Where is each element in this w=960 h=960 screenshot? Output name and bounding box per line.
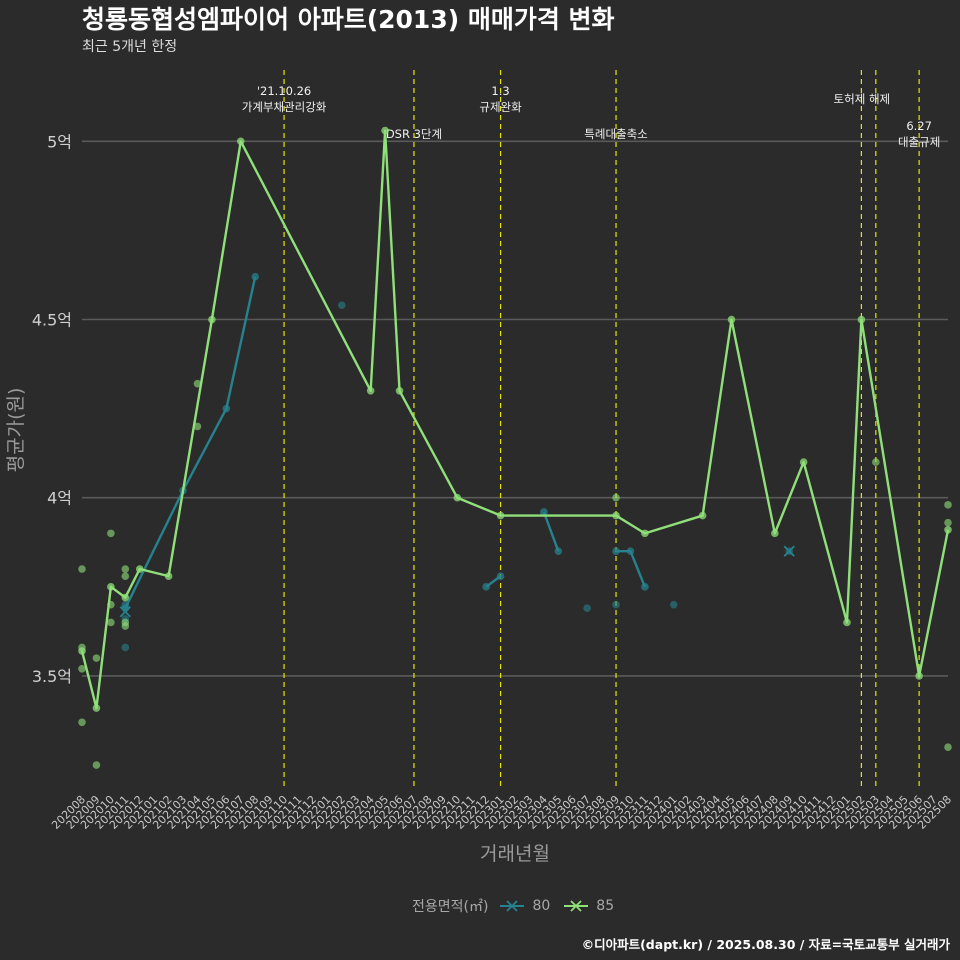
series-85-point (121, 622, 130, 630)
event-label: DSR 3단계 (386, 127, 442, 141)
series-80-marker (783, 545, 795, 557)
series-85-line (80, 129, 950, 710)
legend-label-80: 80 (532, 898, 551, 914)
chart-subtitle: 최근 5개년 한정 (82, 39, 178, 55)
series-85-point (121, 572, 130, 580)
event-label: 토허제 해제 (834, 92, 891, 106)
series-85-point (727, 315, 736, 324)
legend-item-85: 85 (562, 898, 614, 914)
series-85-point (193, 379, 202, 388)
series-85-point (92, 704, 101, 712)
series-85-point (496, 511, 505, 520)
series-85-point (78, 665, 86, 673)
series-85-point (944, 518, 952, 527)
series-85-point (381, 126, 389, 135)
legend-title: 전용면적(㎡) (412, 899, 489, 915)
legend-label-85: 85 (596, 898, 615, 914)
series-80-line (542, 511, 560, 552)
event-label: 1.3 규제완화 (479, 84, 522, 114)
y-tick-label: 3.5억 (32, 667, 72, 686)
series-85-point (771, 529, 779, 538)
event-label: '21.10.26 가계부채관리강화 (242, 84, 327, 114)
series-85-point (915, 672, 923, 680)
series-80-point (496, 572, 505, 580)
series-85-point (236, 137, 245, 146)
series-85-point (698, 511, 707, 520)
series-85-point (944, 526, 952, 534)
y-tick-label: 5억 (47, 132, 72, 151)
series-85-point (453, 493, 462, 502)
y-tick-label: 4.5억 (32, 311, 72, 330)
source-caption: ©디아파트(dapt.kr) / 2025.08.30 / 자료=국토교통부 실… (581, 937, 950, 952)
series-85-point (78, 643, 86, 652)
series-85-point (872, 458, 880, 466)
series-85-point (612, 493, 620, 502)
series-85-point (121, 565, 130, 573)
series-85-point (193, 422, 202, 431)
series-80-point (540, 508, 548, 516)
series-80-point (612, 600, 620, 609)
series-80-point (338, 301, 346, 310)
series-85-point (395, 386, 404, 395)
series-85-point (366, 386, 375, 395)
y-tick-label: 4억 (47, 489, 72, 508)
series-85-point (135, 565, 144, 573)
series-85-point (641, 529, 649, 538)
legend: 전용면적(㎡) 80 85 (412, 896, 626, 916)
title-block: 청룡동협성엠파이어 아파트(2013) 매매가격 변화 최근 5개년 한정 (82, 4, 615, 56)
legend-swatch-80-icon (500, 900, 525, 912)
series-85-point (78, 565, 86, 573)
legend-item-80: 80 (498, 898, 550, 914)
series-85-point (857, 315, 866, 324)
legend-swatch-85-icon (564, 900, 589, 912)
series-80-point (222, 404, 231, 413)
series-85-point (208, 315, 216, 324)
series-85-point (799, 458, 808, 466)
series-85-point (78, 718, 86, 727)
series-85-point (92, 654, 101, 662)
series-80-point (121, 600, 130, 609)
series-80-point (482, 583, 490, 591)
series-85-point (944, 501, 952, 509)
series-85-point (612, 511, 620, 520)
event-label: 특례대출축소 (584, 127, 647, 141)
series-80-point (669, 600, 678, 609)
y-axis-title: 평균가(원) (5, 388, 27, 473)
series-85-point (121, 593, 130, 602)
series-80-point (641, 583, 649, 591)
series-85-point (107, 583, 115, 591)
series-85-point (107, 600, 115, 609)
series-80-point (612, 547, 620, 555)
series-85-point (107, 618, 115, 627)
series-80-point (626, 547, 635, 555)
series-85-point (843, 618, 851, 627)
series-80-point (121, 643, 130, 652)
chart-title: 청룡동협성엠파이어 아파트(2013) 매매가격 변화 (82, 5, 615, 34)
series-85-point (944, 743, 952, 752)
series-80-line (616, 549, 647, 588)
series-80-point (251, 272, 259, 281)
series-80-line (124, 276, 257, 609)
x-axis-title: 거래년월 (480, 843, 550, 865)
series-85-point (92, 761, 101, 769)
series-85-point (164, 572, 173, 580)
series-85-point (107, 529, 115, 538)
series-80-point (583, 604, 591, 613)
event-label: 6.27 대출규제 (898, 119, 940, 149)
series-80-marker (119, 606, 131, 618)
series-80-point (554, 547, 563, 555)
